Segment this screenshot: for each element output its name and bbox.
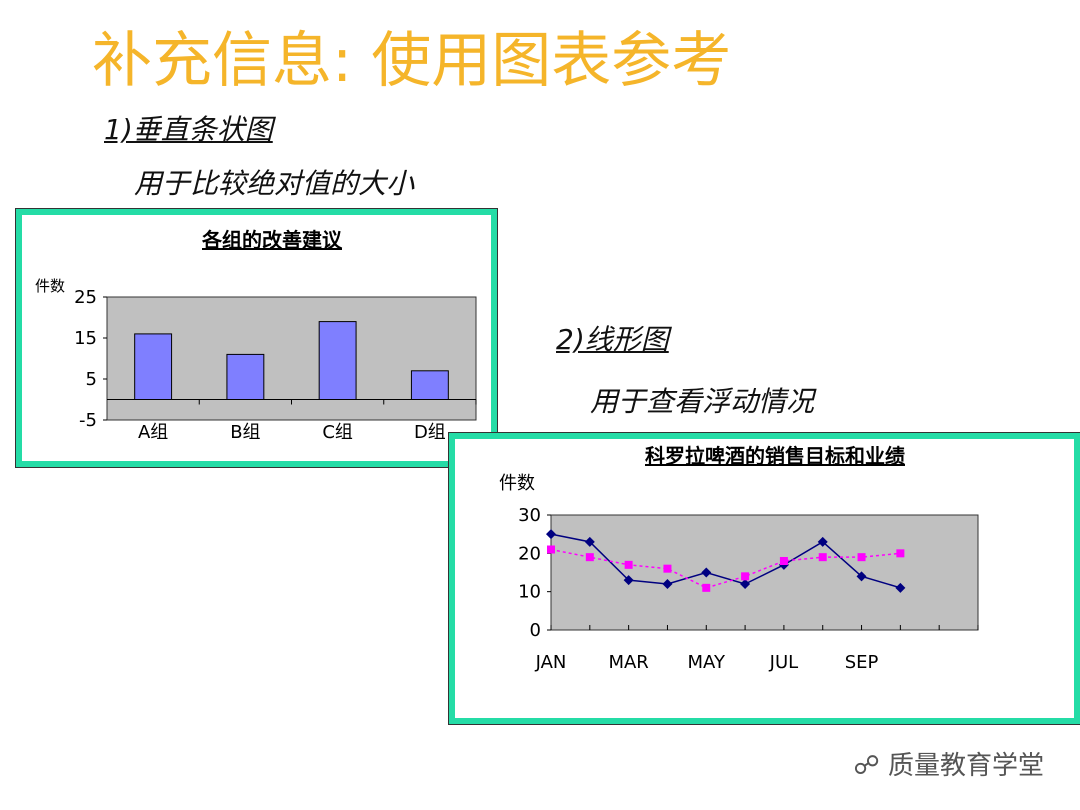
series-line — [550, 533, 901, 589]
y-tick-label: 15 — [74, 328, 97, 349]
marker — [585, 553, 594, 562]
y-tick-label: 25 — [74, 287, 97, 308]
marker — [740, 579, 751, 589]
bar — [410, 370, 449, 401]
y-tick-label: 30 — [518, 505, 541, 526]
chart-title: 各组的改善建议 — [201, 228, 343, 252]
x-tick-label: MAR — [608, 652, 648, 673]
y-axis-label: 件数 — [35, 277, 65, 295]
plot-area — [550, 514, 979, 631]
x-tick-label: JUL — [769, 652, 799, 673]
y-axis-label: 件数 — [499, 473, 535, 494]
marker — [623, 575, 634, 586]
watermark-text: 质量教育学堂 — [887, 751, 1044, 781]
chart-frame: 各组的改善建议件数 -5 5 15 25 A组 B组 C组 D组 — [16, 209, 497, 467]
section-note: 用于查看浮动情况 — [590, 385, 815, 418]
section-heading: 2)线形图 — [556, 318, 669, 358]
x-tick-label: SEP — [845, 652, 879, 673]
series-line — [550, 548, 901, 589]
marker — [702, 583, 711, 592]
marker — [857, 553, 866, 562]
marker — [818, 553, 827, 562]
marker — [662, 579, 673, 589]
y-tick-label: 20 — [518, 543, 541, 564]
x-tick-label: A组 — [138, 422, 168, 443]
chart-frame: 科罗拉啤酒的销售目标和业绩件数 0 10 20 30 JAN MAR MAY JUL SEP — [449, 433, 1080, 724]
section-heading: 1)垂直条状图 — [104, 108, 273, 148]
marker — [895, 582, 906, 593]
chart-title: 科罗拉啤酒的销售目标和业绩 — [645, 444, 905, 468]
x-tick-label: B组 — [230, 422, 260, 443]
y-tick-label: -5 — [79, 410, 97, 431]
marker — [547, 545, 555, 554]
slide-title: 补充信息: 使用图表参考 — [92, 26, 732, 96]
y-tick-label: 10 — [518, 582, 541, 603]
x-tick-label: D组 — [414, 422, 446, 443]
section-note: 用于比较绝对值的大小 — [134, 167, 415, 200]
marker — [779, 557, 788, 565]
marker — [817, 536, 828, 547]
heading-text: 2)线形图 — [556, 323, 669, 356]
marker — [546, 529, 556, 540]
y-tick-label: 0 — [530, 620, 541, 641]
marker — [701, 567, 712, 578]
marker — [741, 572, 750, 581]
marker — [584, 536, 595, 547]
x-tick-label: MAY — [688, 652, 726, 673]
x-tick-label: JAN — [535, 652, 567, 673]
marker — [663, 564, 672, 573]
bar — [226, 353, 265, 400]
marker — [624, 560, 633, 569]
marker — [856, 571, 867, 582]
y-tick-label: 5 — [86, 369, 97, 390]
bar — [134, 333, 173, 400]
heading-text: 1)垂直条状图 — [104, 113, 273, 146]
marker — [896, 549, 905, 558]
watermark: ☍ 质量教育学堂 — [853, 751, 1044, 781]
x-tick-label: C组 — [322, 422, 353, 443]
bar — [318, 321, 357, 400]
